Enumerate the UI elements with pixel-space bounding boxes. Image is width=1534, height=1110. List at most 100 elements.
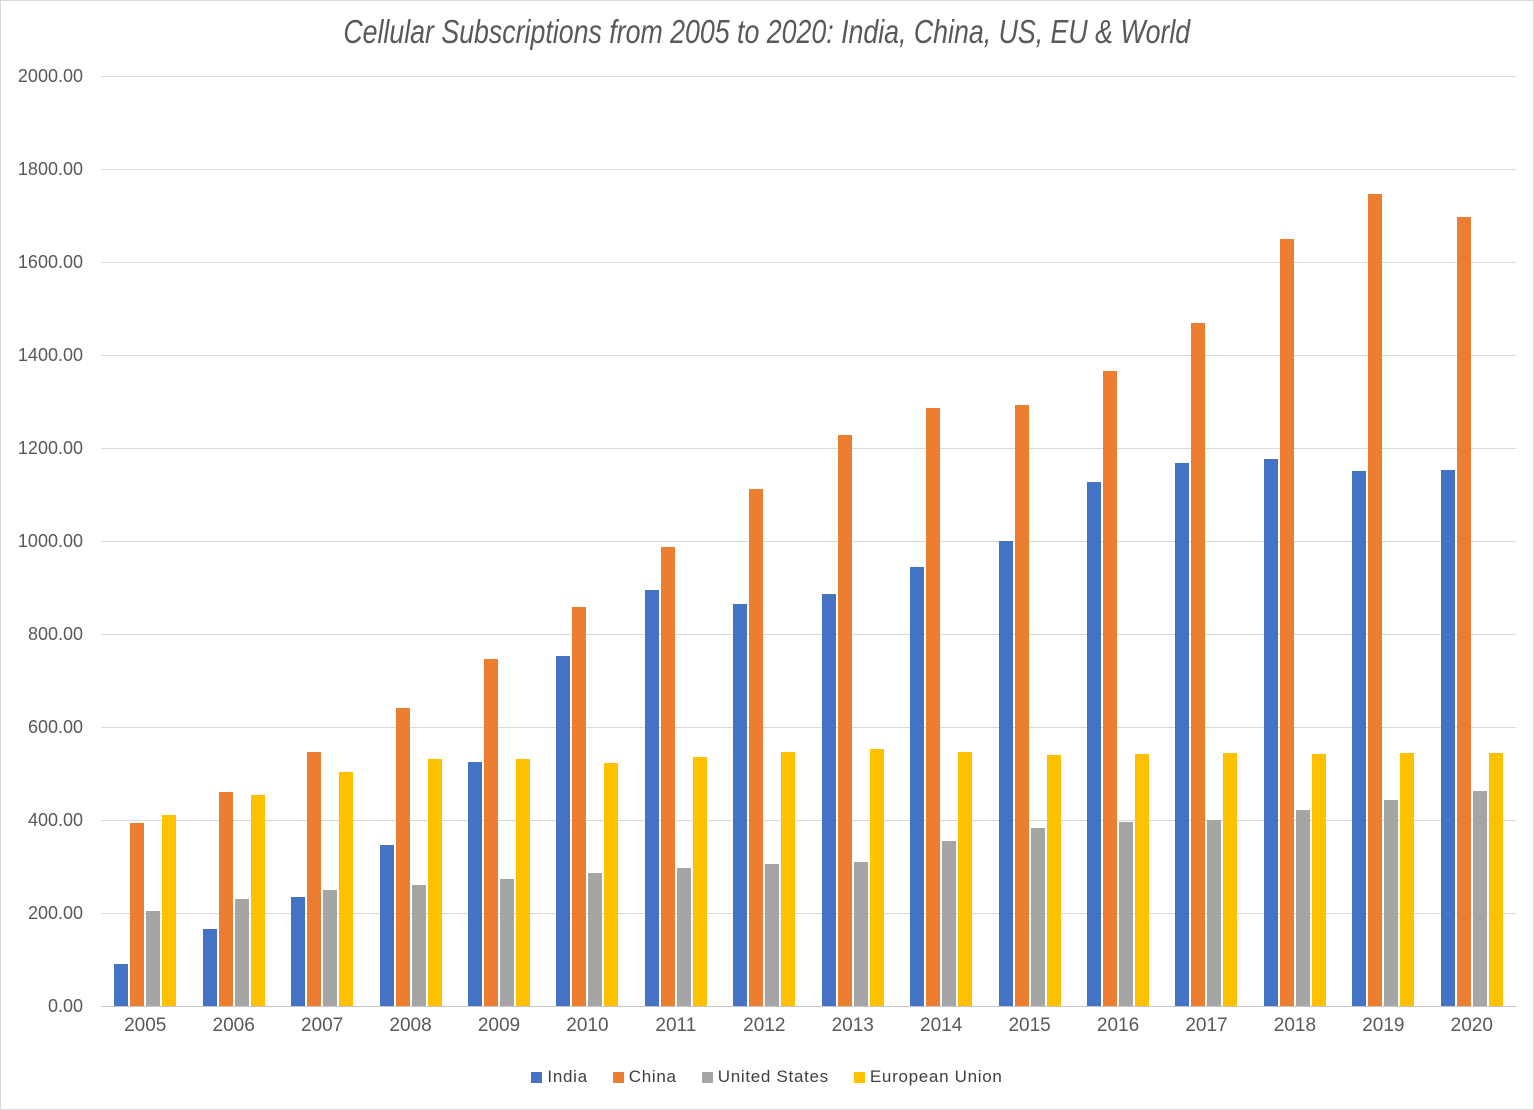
legend-swatch-icon-china bbox=[612, 1071, 624, 1083]
bar-united-states-2005 bbox=[146, 911, 161, 1006]
bar-india-2010 bbox=[556, 656, 571, 1006]
gridline-1600 bbox=[101, 262, 1516, 263]
bar-india-2011 bbox=[644, 590, 659, 1006]
x-tick-2005: 2005 bbox=[124, 1015, 167, 1036]
bar-united-states-2018 bbox=[1295, 809, 1310, 1006]
y-tick-0.00: 0.00 bbox=[47, 996, 83, 1016]
gridline-1000 bbox=[101, 541, 1516, 542]
bar-group-2006 bbox=[189, 76, 277, 1006]
x-tick-2009: 2009 bbox=[477, 1015, 521, 1036]
bar-group-2019 bbox=[1339, 76, 1427, 1006]
legend-item-china: China bbox=[612, 1067, 677, 1087]
bar-united-states-2015 bbox=[1030, 828, 1045, 1006]
bar-india-2020 bbox=[1440, 469, 1455, 1006]
y-tick-1200.00: 1200.00 bbox=[17, 438, 83, 458]
bar-european-union-2006 bbox=[250, 795, 265, 1006]
bar-united-states-2012 bbox=[765, 864, 780, 1006]
chart-title-text: Cellular Subscriptions from 2005 to 2020… bbox=[343, 13, 1191, 50]
bar-group-2008 bbox=[366, 76, 454, 1006]
gridline-200 bbox=[101, 913, 1516, 914]
legend: India China United States European Union bbox=[1, 1067, 1533, 1087]
bar-china-2017 bbox=[1191, 322, 1206, 1006]
bar-china-2009 bbox=[483, 658, 498, 1006]
y-tick-200.00: 200.00 bbox=[27, 903, 83, 923]
bar-united-states-2011 bbox=[676, 867, 691, 1006]
bar-india-2008 bbox=[379, 844, 394, 1006]
bar-european-union-2014 bbox=[958, 751, 973, 1006]
bar-india-2018 bbox=[1263, 459, 1278, 1006]
bar-united-states-2010 bbox=[588, 873, 603, 1006]
x-axis-tick-labels: 2005 2006 2007 2008 2009 2010 2011 2012 2013 2014… bbox=[101, 1015, 1516, 1037]
bar-united-states-2017 bbox=[1207, 819, 1222, 1006]
bar-india-2007 bbox=[291, 897, 306, 1006]
gridline-800 bbox=[101, 634, 1516, 635]
bar-china-2015 bbox=[1014, 405, 1029, 1006]
legend-swatch-icon-united-states bbox=[701, 1071, 713, 1083]
legend-label-india: India bbox=[547, 1067, 588, 1086]
bar-china-2007 bbox=[307, 751, 322, 1006]
y-tick-1800.00: 1800.00 bbox=[17, 159, 83, 179]
x-axis-line bbox=[101, 1006, 1516, 1007]
bar-group-2009 bbox=[455, 76, 543, 1006]
bar-china-2018 bbox=[1279, 239, 1294, 1006]
bar-group-2016 bbox=[1074, 76, 1162, 1006]
bar-group-2005 bbox=[101, 76, 189, 1006]
bar-european-union-2011 bbox=[692, 757, 707, 1006]
x-tick-2019: 2019 bbox=[1362, 1015, 1405, 1036]
bar-european-union-2005 bbox=[162, 814, 177, 1006]
bar-european-union-2020 bbox=[1488, 753, 1503, 1006]
bar-group-2015 bbox=[985, 76, 1073, 1006]
bar-china-2013 bbox=[837, 434, 852, 1006]
legend-label-united-states: United States bbox=[717, 1067, 829, 1086]
legend-item-united-states: United States bbox=[701, 1067, 829, 1087]
y-tick-1000.00: 1000.00 bbox=[17, 531, 83, 551]
bar-european-union-2010 bbox=[604, 763, 619, 1006]
x-tick-2007: 2007 bbox=[300, 1015, 344, 1036]
bar-group-2017 bbox=[1162, 76, 1250, 1006]
x-tick-2012: 2012 bbox=[743, 1015, 786, 1036]
gridline-1800 bbox=[101, 169, 1516, 170]
legend-swatch-icon-european-union bbox=[853, 1071, 865, 1083]
bar-european-union-2007 bbox=[339, 772, 354, 1006]
bar-united-states-2014 bbox=[942, 840, 957, 1006]
bar-european-union-2008 bbox=[427, 759, 442, 1006]
bar-china-2020 bbox=[1456, 217, 1471, 1006]
bar-group-2012 bbox=[720, 76, 808, 1006]
bar-india-2016 bbox=[1087, 481, 1102, 1006]
bar-group-2013 bbox=[809, 76, 897, 1006]
bar-india-2019 bbox=[1352, 470, 1367, 1006]
bar-united-states-2016 bbox=[1119, 821, 1134, 1006]
bar-india-2017 bbox=[1175, 462, 1190, 1006]
gridline-2000 bbox=[101, 76, 1516, 77]
gridline-400 bbox=[101, 820, 1516, 821]
bar-european-union-2012 bbox=[781, 752, 796, 1006]
bar-united-states-2007 bbox=[323, 890, 338, 1006]
legend-item-european-union: European Union bbox=[853, 1067, 1003, 1087]
x-tick-2006: 2006 bbox=[212, 1015, 255, 1036]
bar-china-2005 bbox=[130, 823, 145, 1006]
gridline-600 bbox=[101, 727, 1516, 728]
y-tick-800.00: 800.00 bbox=[27, 624, 83, 644]
bar-european-union-2016 bbox=[1135, 754, 1150, 1006]
legend-item-india: India bbox=[531, 1067, 587, 1087]
chart-title: Cellular Subscriptions from 2005 to 2020… bbox=[1, 13, 1533, 51]
bar-india-2013 bbox=[821, 593, 836, 1006]
x-tick-2011: 2011 bbox=[655, 1015, 697, 1036]
gridline-1200 bbox=[101, 448, 1516, 449]
y-tick-400.00: 400.00 bbox=[27, 810, 83, 830]
bar-china-2016 bbox=[1103, 371, 1118, 1006]
bar-group-2014 bbox=[897, 76, 985, 1006]
bar-european-union-2017 bbox=[1223, 753, 1238, 1006]
legend-label-european-union: European Union bbox=[869, 1067, 1003, 1086]
bar-china-2019 bbox=[1368, 194, 1383, 1006]
bar-united-states-2020 bbox=[1472, 791, 1487, 1006]
gridline-1400 bbox=[101, 355, 1516, 356]
bar-united-states-2008 bbox=[411, 884, 426, 1006]
y-tick-2000.00: 2000.00 bbox=[17, 66, 83, 86]
bar-china-2014 bbox=[926, 408, 941, 1006]
bar-india-2005 bbox=[114, 964, 129, 1006]
bar-group-2007 bbox=[278, 76, 366, 1006]
x-tick-2008: 2008 bbox=[389, 1015, 432, 1036]
bar-group-2010 bbox=[543, 76, 631, 1006]
